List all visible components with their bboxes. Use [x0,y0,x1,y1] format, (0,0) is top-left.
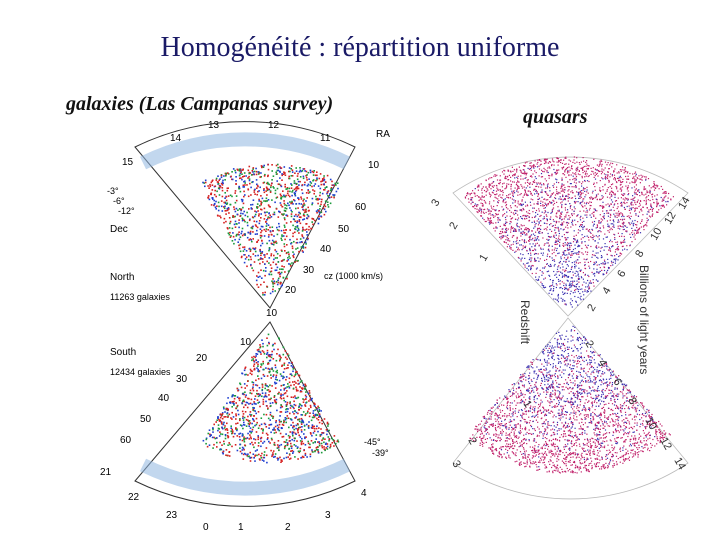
south-cz-tick: 20 [196,353,208,364]
north-label: North [110,272,134,283]
south-label: South [110,347,136,358]
south-galaxy-count: 12434 galaxies [110,367,171,377]
south-cz-tick: 30 [176,374,188,385]
ra-hour-label: 4 [361,488,367,499]
ra-hour-label: 1 [238,522,244,533]
ra-label: RA [376,129,390,140]
south-cz-tick: 40 [158,393,170,404]
distance-tick: 6 [610,377,623,388]
redshift-tick: 3 [429,197,442,208]
distance-tick: 2 [582,339,595,350]
distance-tick: 14 [676,195,693,212]
dec-value: -39° [372,448,389,458]
redshift-tick: 1 [520,399,533,410]
distance-tick: 12 [657,436,674,453]
distance-tick: 10 [648,226,665,243]
dec-value: -12° [118,206,135,216]
ra-hour-label: 14 [170,133,182,144]
distance-tick: 6 [615,268,628,279]
quasar-top-wedge [452,156,689,317]
ra-hour-label: 12 [268,120,280,131]
ra-hour-label: 15 [122,157,134,168]
redshift-tick: 2 [465,436,478,447]
galaxy-wedge-map: 14 13 12 11 10 15 RA -3° -6° -12° Dec No… [100,120,390,533]
north-galaxy-count: 11263 galaxies [110,292,170,302]
ra-hour-label: 0 [203,522,209,533]
distance-tick: 4 [600,285,613,296]
redshift-tick: 2 [447,220,460,231]
north-cz-tick: 30 [303,265,315,276]
ra-hour-label: 11 [320,133,331,144]
north-cz-tick: 50 [338,224,350,235]
north-cz-tick: 40 [320,244,332,255]
galaxy-points [202,163,340,464]
distance-tick: 14 [671,456,688,473]
distance-tick: 8 [625,396,638,407]
ra-hour-label: 2 [285,522,291,533]
redshift-axis-label: Redshift [518,300,532,345]
distance-tick: 10 [642,416,659,433]
dec-label: Dec [110,224,128,235]
dec-value: -6° [113,196,125,206]
distance-tick: 2 [585,302,598,313]
ra-hour-label: 23 [166,510,178,521]
south-survey-band [139,458,351,496]
quasars-caption: quasars [523,106,588,128]
galaxies-caption: galaxies (Las Campanas survey) [66,93,334,115]
south-wedge [134,321,356,507]
north-cz-tick: 20 [285,285,297,296]
dec-value: -3° [107,186,119,196]
ra-hour-label: 21 [100,467,112,478]
cz-label: cz (1000 km/s) [324,271,383,281]
quasar-wedge-map: 3 2 1 14 12 10 8 6 4 2 Billions of light… [429,156,693,500]
quasar-points [464,156,674,474]
south-cz-tick: 10 [240,337,252,348]
north-cz-tick: 10 [266,308,278,319]
dec-value: -45° [364,437,381,447]
distance-tick: 8 [633,248,646,259]
north-survey-band [139,132,351,170]
billions-axis-label: Billions of light years [637,265,651,374]
south-cz-tick: 50 [140,414,152,425]
distance-tick: 4 [595,358,608,369]
redshift-tick: 3 [449,459,462,470]
north-cz-tick: 60 [355,202,367,213]
slide-title: Homogénéité : répartition uniforme [160,32,560,63]
redshift-tick: 1 [477,252,490,263]
ra-hour-label: 10 [368,160,380,171]
south-cz-tick: 60 [120,435,132,446]
quasar-bottom-wedge [452,317,689,500]
ra-hour-label: 3 [325,510,331,521]
ra-hour-label: 22 [128,492,140,503]
ra-hour-label: 13 [208,120,220,131]
distance-tick: 12 [662,210,679,227]
